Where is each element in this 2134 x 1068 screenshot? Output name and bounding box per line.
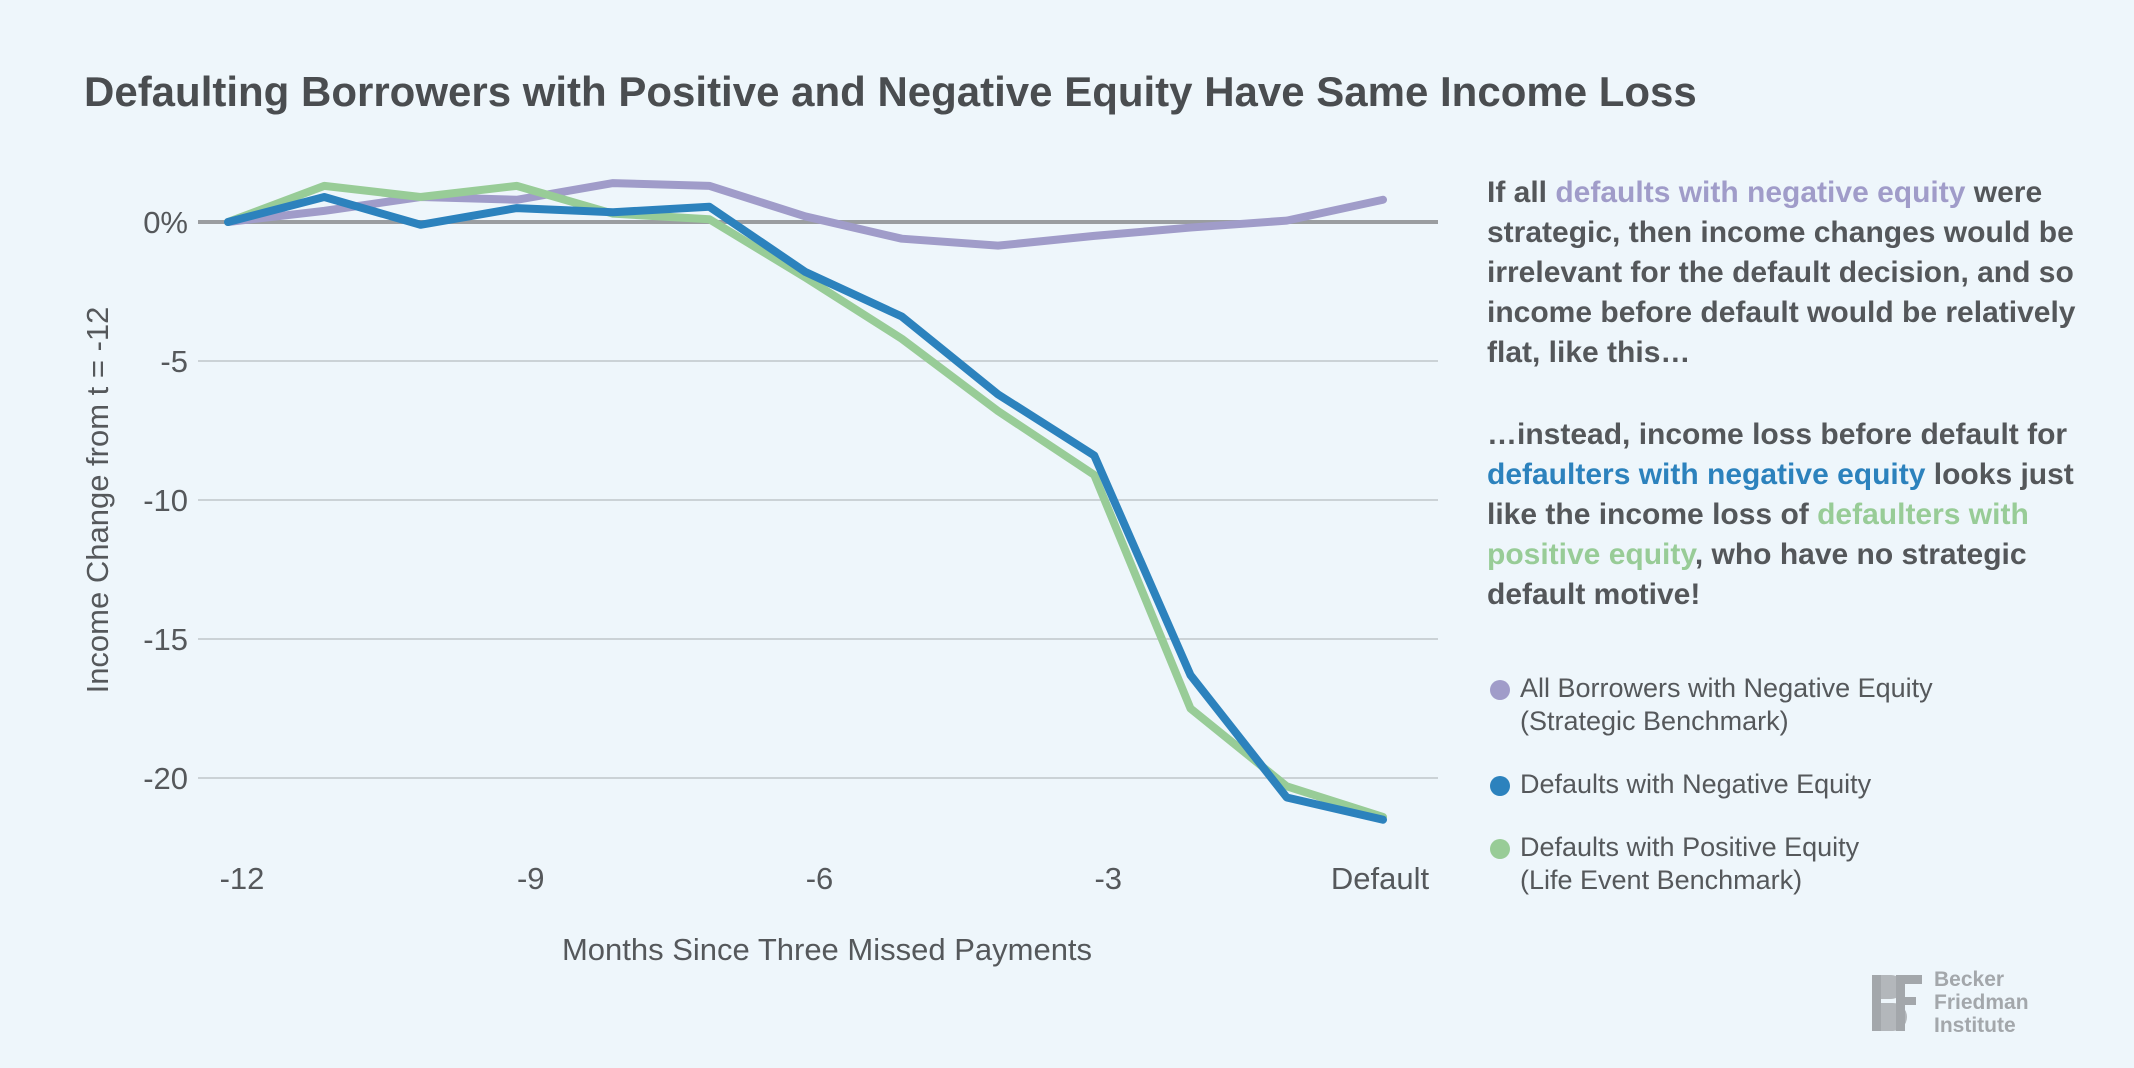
y-axis-label: Income Change from t = -12 bbox=[80, 306, 115, 694]
y-tick-labels: 0% -5 -10 -15 -20 bbox=[143, 205, 188, 796]
series-line-2 bbox=[224, 181, 1387, 821]
legend-line: (Strategic Benchmark) bbox=[1520, 706, 1789, 736]
legend: All Borrowers with Negative Equity (Stra… bbox=[1490, 672, 1933, 927]
bfi-logo: Becker Friedman Institute bbox=[1862, 968, 2029, 1037]
annotation-text: , who have no strategic default motive! bbox=[1487, 538, 2027, 611]
annotation-text: looks just like the income loss of bbox=[1487, 458, 2074, 531]
x-tick-labels: -12 -9 -6 -3 Default bbox=[220, 861, 1430, 896]
annotation-highlight-blue: defaulters with negative equity bbox=[1487, 458, 1926, 491]
chart-title: Defaulting Borrowers with Positive and N… bbox=[84, 68, 1697, 115]
legend-item-positive: Defaults with Positive Equity (Life Even… bbox=[1490, 831, 1933, 897]
y-tick-label: -15 bbox=[143, 622, 188, 657]
series-lines bbox=[224, 179, 1387, 824]
annotation-highlight-green: defaulters with positive equity bbox=[1487, 498, 2029, 571]
legend-label: Defaults with Positive Equity (Life Even… bbox=[1520, 831, 1859, 897]
legend-dot-purple bbox=[1490, 680, 1510, 700]
annotation-text: …instead, income loss before default for bbox=[1487, 418, 2068, 451]
annotation-highlight-purple: defaults with negative equity bbox=[1555, 176, 1966, 209]
y-tick-label: -10 bbox=[143, 483, 188, 518]
series-line-3 bbox=[224, 192, 1387, 824]
legend-label: Defaults with Negative Equity bbox=[1520, 768, 1871, 801]
logo-line: Institute bbox=[1934, 1014, 2016, 1037]
annotation-instead: …instead, income loss before default for… bbox=[1487, 415, 2087, 615]
gridlines bbox=[198, 220, 1438, 779]
legend-dot-blue bbox=[1490, 776, 1510, 796]
x-tick-label: -3 bbox=[1094, 861, 1122, 896]
legend-dot-green bbox=[1490, 839, 1510, 859]
x-tick-label: Default bbox=[1331, 861, 1430, 896]
y-tick-label: 0% bbox=[143, 205, 188, 240]
legend-line: (Life Event Benchmark) bbox=[1520, 865, 1803, 895]
annotation-text: If all bbox=[1487, 176, 1556, 209]
legend-line: All Borrowers with Negative Equity bbox=[1520, 673, 1933, 703]
x-tick-label: -12 bbox=[220, 861, 265, 896]
legend-label: All Borrowers with Negative Equity (Stra… bbox=[1520, 672, 1933, 738]
bfi-logo-mark bbox=[1872, 974, 1922, 1031]
bfi-logo-text: Becker Friedman Institute bbox=[1934, 968, 2029, 1037]
legend-item-strategic: All Borrowers with Negative Equity (Stra… bbox=[1490, 672, 1933, 738]
x-tick-label: -6 bbox=[806, 861, 834, 896]
y-tick-label: -20 bbox=[143, 761, 188, 796]
logo-line: Friedman bbox=[1934, 991, 2029, 1014]
legend-line: Defaults with Positive Equity bbox=[1520, 832, 1860, 862]
legend-item-negative: Defaults with Negative Equity bbox=[1490, 768, 1933, 801]
legend-line: Defaults with Negative Equity bbox=[1520, 769, 1872, 799]
x-axis-label: Months Since Three Missed Payments bbox=[561, 932, 1093, 967]
y-tick-label: -5 bbox=[160, 344, 188, 379]
logo-line: Becker bbox=[1934, 968, 2005, 991]
x-tick-label: -9 bbox=[517, 861, 545, 896]
annotation-text: were strategic, then income changes woul… bbox=[1487, 176, 2076, 369]
annotation-strategic: If all defaults with negative equity wer… bbox=[1487, 173, 2087, 373]
